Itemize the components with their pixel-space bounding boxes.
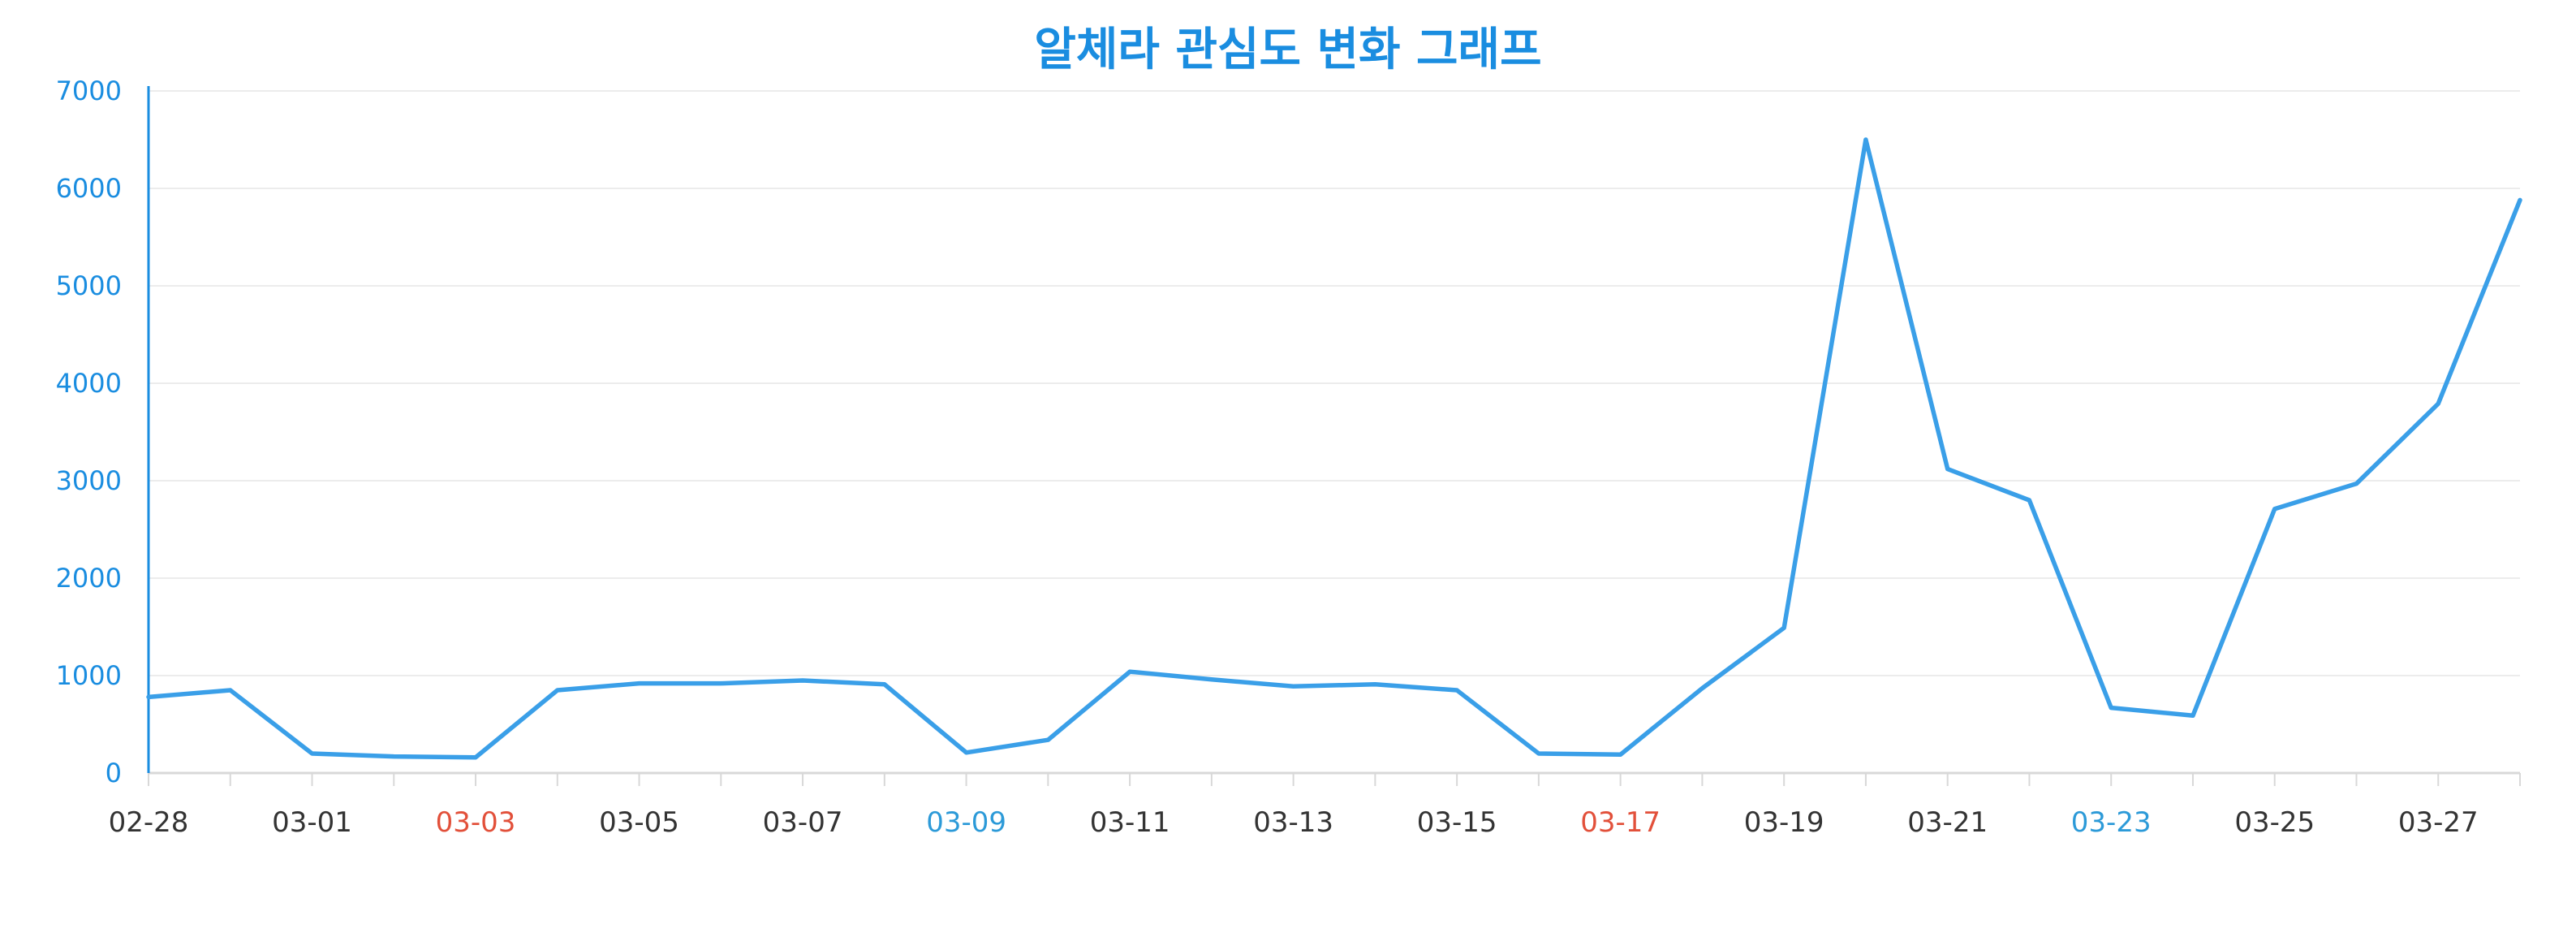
y-tick-label-0: 0 [106, 758, 122, 788]
x-tick-label-03-13: 03-13 [1253, 806, 1333, 839]
x-tick-label-02-28: 02-28 [109, 806, 189, 839]
grid-lines [149, 90, 2520, 676]
y-tick-label-3000: 3000 [56, 465, 122, 496]
x-tick-label-03-17: 03-17 [1580, 806, 1661, 839]
x-tick-label-03-21: 03-21 [1907, 806, 1988, 839]
x-tick-label-03-15: 03-15 [1417, 806, 1497, 839]
x-tick-label-03-11: 03-11 [1090, 806, 1170, 839]
x-tick-label-03-09: 03-09 [926, 806, 1006, 839]
y-tick-label-4000: 4000 [56, 368, 122, 399]
x-tick-label-03-07: 03-07 [763, 806, 843, 839]
axes [147, 86, 2520, 775]
series-line-0 [146, 137, 2522, 760]
x-tick-label-03-19: 03-19 [1744, 806, 1824, 839]
y-tick-label-7000: 7000 [56, 76, 122, 106]
x-tick-label-03-01: 03-01 [272, 806, 352, 839]
x-tick-label-03-23: 03-23 [2071, 806, 2152, 839]
y-tick-label-2000: 2000 [56, 563, 122, 594]
x-tick-label-03-27: 03-27 [2398, 806, 2479, 839]
x-tick-label-03-25: 03-25 [2234, 806, 2315, 839]
y-axis-tick-labels: 0 1000 2000 3000 4000 5000 6000 7000 [56, 76, 122, 788]
x-axis-ticks: 02-28 03-01 03-03 03-05 03-07 03-09 03-11 03-13… [109, 773, 2521, 839]
y-tick-label-6000: 6000 [56, 173, 122, 204]
x-tick-label-03-03: 03-03 [436, 806, 516, 839]
y-tick-label-5000: 5000 [56, 270, 122, 301]
x-tick-label-03-05: 03-05 [599, 806, 679, 839]
y-tick-label-1000: 1000 [56, 660, 122, 691]
series [146, 137, 2522, 760]
chart-title: 알체라 관심도 변화 그래프 [1034, 24, 1541, 76]
